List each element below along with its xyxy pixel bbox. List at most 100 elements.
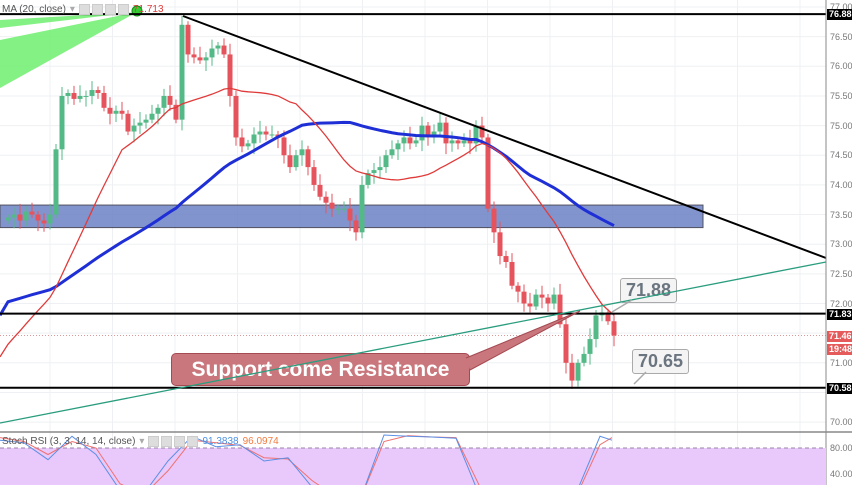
candle — [11, 214, 17, 218]
candle — [23, 211, 29, 221]
stoch-tick-label: 40.000 — [830, 469, 852, 479]
annotation-label[interactable]: Support come Resistance — [171, 353, 470, 386]
candle — [17, 214, 23, 221]
legend-buttons[interactable] — [148, 436, 199, 447]
candle — [563, 324, 569, 363]
more-icon[interactable] — [174, 436, 186, 447]
close-icon[interactable] — [187, 436, 199, 447]
candle — [131, 125, 137, 132]
candle — [383, 155, 389, 168]
candle — [359, 184, 365, 233]
candle — [203, 57, 209, 61]
stoch-k-line — [0, 434, 613, 485]
candle — [395, 143, 401, 150]
stoch-tick-label: 80.000 — [830, 443, 852, 453]
candle — [299, 149, 305, 156]
price-tick-label: 74.50 — [830, 150, 852, 161]
price-tick-label: 75.00 — [830, 120, 852, 131]
candle — [491, 208, 497, 233]
candle — [527, 303, 533, 307]
ma-legend[interactable]: MA (20, close) ▾ 71.713 — [2, 4, 164, 15]
candle — [185, 24, 191, 55]
candle — [413, 140, 419, 144]
callout-upper[interactable]: 71.88 — [620, 278, 678, 303]
candle — [5, 217, 11, 221]
candle — [215, 45, 221, 49]
candle — [449, 140, 455, 144]
candle — [71, 92, 77, 99]
candle — [119, 110, 125, 114]
price-tick-label: 76.00 — [830, 61, 852, 72]
candle — [65, 92, 71, 96]
candle — [407, 137, 413, 144]
candle — [263, 131, 269, 135]
price-tag: 76.88 — [827, 9, 852, 21]
candle — [221, 45, 227, 55]
candle — [311, 167, 317, 185]
candle — [41, 220, 47, 224]
candle — [179, 24, 185, 120]
candle — [341, 208, 347, 210]
candle — [305, 149, 311, 168]
settings-icon[interactable] — [161, 436, 173, 447]
candle — [539, 294, 545, 298]
fan-shape — [0, 12, 137, 88]
candle — [137, 122, 143, 126]
candle — [89, 90, 95, 96]
candle — [485, 137, 491, 209]
chevron-down-icon[interactable]: ▾ — [69, 4, 75, 15]
chevron-down-icon[interactable]: ▾ — [139, 436, 145, 447]
candle — [35, 214, 41, 221]
eye-icon[interactable] — [148, 436, 160, 447]
price-tick-label: 73.00 — [830, 239, 852, 250]
stoch-d-line — [0, 435, 613, 485]
candle — [581, 353, 587, 363]
candle — [269, 134, 275, 136]
candle — [323, 196, 329, 203]
eye-icon[interactable] — [78, 4, 90, 15]
price-tag: 71.46 — [827, 330, 852, 342]
candle — [47, 214, 53, 224]
candle — [461, 140, 467, 144]
candle — [125, 113, 131, 132]
ma-legend-label: MA (20, close) — [2, 4, 66, 15]
descending-trendline — [182, 15, 827, 259]
candle — [293, 155, 299, 168]
legend-buttons[interactable] — [78, 4, 129, 15]
price-tag: 70.58 — [827, 382, 852, 394]
stoch-legend[interactable]: Stoch RSI (3, 3, 14, 14, close) ▾ 91.383… — [2, 436, 279, 447]
price-tick-label: 74.00 — [830, 179, 852, 190]
candle — [101, 92, 107, 108]
candle — [515, 285, 521, 292]
candle — [353, 220, 359, 233]
candle — [155, 107, 161, 114]
candle — [425, 125, 431, 138]
candle — [545, 297, 551, 304]
candle — [233, 95, 239, 138]
candle — [29, 211, 35, 215]
more-icon[interactable] — [104, 4, 116, 15]
candle — [377, 167, 383, 171]
callout-lower[interactable]: 70.65 — [632, 349, 690, 374]
candle — [467, 140, 473, 144]
candle — [503, 256, 509, 262]
candle — [575, 362, 581, 381]
candle — [593, 315, 599, 340]
settings-icon[interactable] — [91, 4, 103, 15]
candle — [335, 208, 341, 210]
candle — [551, 294, 557, 304]
candle — [533, 294, 539, 307]
candle — [173, 104, 179, 120]
candle — [437, 122, 443, 132]
price-tick-label: 70.00 — [830, 417, 852, 428]
candle — [455, 140, 461, 144]
candle — [251, 134, 257, 144]
candle — [209, 48, 215, 58]
candle — [497, 232, 503, 257]
candle — [317, 184, 323, 197]
candle — [509, 261, 515, 286]
candle — [227, 54, 233, 96]
ma50-line — [0, 120, 615, 317]
close-icon[interactable] — [117, 4, 129, 15]
